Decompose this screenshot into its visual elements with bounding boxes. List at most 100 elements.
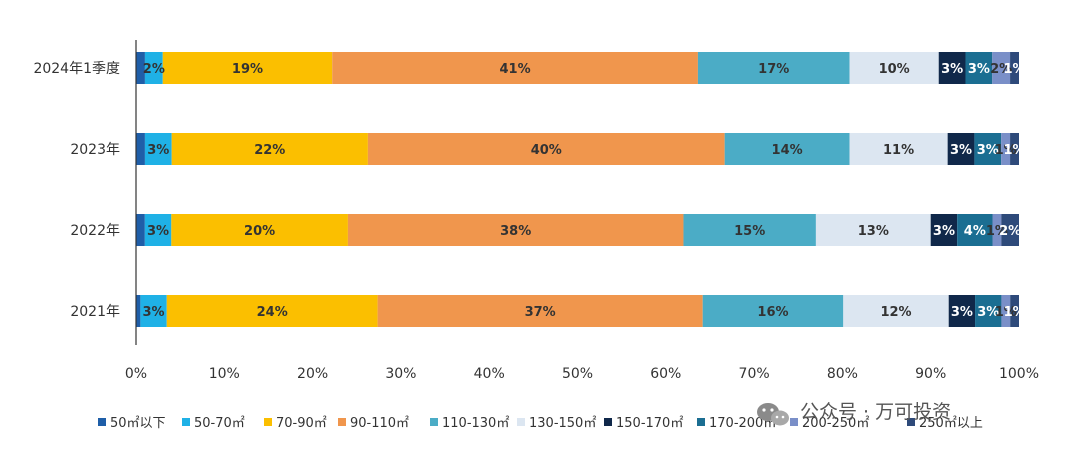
data-label: 40% bbox=[531, 143, 562, 158]
bar-segment bbox=[724, 133, 850, 165]
bar-segment bbox=[948, 295, 976, 327]
legend-swatch bbox=[697, 418, 705, 426]
legend-swatch bbox=[264, 418, 272, 426]
data-label: 19% bbox=[232, 62, 263, 77]
legend-label: 130-150㎡ bbox=[529, 416, 596, 431]
data-label: 1% bbox=[995, 143, 1017, 158]
legend-swatch bbox=[604, 418, 612, 426]
bar-segment bbox=[849, 52, 939, 84]
data-label: 2% bbox=[999, 224, 1021, 239]
x-tick-label: 70% bbox=[739, 366, 770, 382]
bar-segment bbox=[144, 52, 163, 84]
bar-segment bbox=[1010, 295, 1019, 327]
category-label: 2023年 bbox=[70, 142, 120, 158]
data-label: 24% bbox=[257, 305, 288, 320]
segment-labels: 2% 19% 41% 17% 10% 3% 3% 2%1%3% 22% 40% 14% 11% 3% 3%… bbox=[143, 62, 1026, 320]
watermark: 公众号 · 万可投资 bbox=[757, 401, 951, 426]
data-label: 3% bbox=[951, 305, 973, 320]
legend-swatch bbox=[182, 418, 190, 426]
legend-label: 150-170㎡ bbox=[616, 416, 683, 431]
bar-segment bbox=[992, 52, 1011, 84]
data-label: 3% bbox=[968, 62, 990, 77]
bar-segment bbox=[938, 52, 966, 84]
data-label: 13% bbox=[858, 224, 889, 239]
bar-segment bbox=[930, 214, 958, 246]
bar-segment bbox=[332, 52, 698, 84]
x-tick-label: 40% bbox=[474, 366, 505, 382]
legend-label: 50-70㎡ bbox=[194, 416, 245, 431]
bar-segment bbox=[136, 133, 145, 165]
bar-segment bbox=[992, 214, 1002, 246]
data-label: 12% bbox=[880, 305, 911, 320]
data-label: 1% bbox=[1004, 305, 1026, 320]
bar-segment bbox=[347, 214, 684, 246]
legend-swatch bbox=[338, 418, 346, 426]
data-label: 41% bbox=[500, 62, 531, 77]
axes: 2024年1季度 2023年 2022年 2021年 0% 10% 20% 30% 40% 50%… bbox=[33, 40, 1039, 382]
data-label: 10% bbox=[879, 62, 910, 77]
data-label: 3% bbox=[941, 62, 963, 77]
data-label: 1% bbox=[995, 305, 1017, 320]
bar-segment bbox=[166, 295, 378, 327]
data-label: 3% bbox=[950, 143, 972, 158]
bar-segment bbox=[377, 295, 703, 327]
data-label: 2% bbox=[990, 62, 1012, 77]
bar-segment bbox=[849, 133, 948, 165]
bar-segment bbox=[144, 214, 172, 246]
bar-segment bbox=[1001, 133, 1011, 165]
bar-segment bbox=[136, 214, 145, 246]
data-label: 3% bbox=[977, 305, 999, 320]
data-label: 15% bbox=[734, 224, 765, 239]
wechat-logo-icon bbox=[757, 403, 789, 426]
data-label: 1% bbox=[1004, 143, 1026, 158]
category-label: 2024年1季度 bbox=[33, 61, 120, 77]
data-label: 38% bbox=[500, 224, 531, 239]
x-tick-label: 20% bbox=[297, 366, 328, 382]
data-label: 1% bbox=[1004, 62, 1026, 77]
x-tick-label: 10% bbox=[209, 366, 240, 382]
bar-segment bbox=[144, 133, 172, 165]
legend-swatch bbox=[790, 418, 798, 426]
bar-segment bbox=[171, 133, 368, 165]
x-tick-label: 60% bbox=[650, 366, 681, 382]
data-label: 3% bbox=[143, 305, 165, 320]
legend-label: 250㎡以上 bbox=[919, 416, 983, 431]
x-tick-label: 30% bbox=[385, 366, 416, 382]
bar-segments bbox=[136, 52, 1019, 327]
legend-label: 170-200㎡ bbox=[709, 416, 776, 431]
bar-segment bbox=[1010, 52, 1019, 84]
x-tick-label: 80% bbox=[827, 366, 858, 382]
legend-swatch bbox=[517, 418, 525, 426]
bar-segment bbox=[162, 52, 333, 84]
bar-segment bbox=[975, 295, 1002, 327]
legend-swatch bbox=[98, 418, 106, 426]
legend-swatch bbox=[907, 418, 915, 426]
data-label: 11% bbox=[883, 143, 914, 158]
bar-segment bbox=[136, 295, 141, 327]
data-label: 3% bbox=[147, 224, 169, 239]
data-label: 14% bbox=[772, 143, 803, 158]
bar-segment bbox=[1010, 133, 1019, 165]
legend-label: 110-130㎡ bbox=[442, 416, 509, 431]
legend-label: 200-250㎡ bbox=[802, 416, 869, 431]
x-tick-label: 0% bbox=[125, 366, 147, 382]
watermark-text: 公众号 · 万可投资 bbox=[800, 401, 951, 423]
data-label: 3% bbox=[147, 143, 169, 158]
data-label: 3% bbox=[933, 224, 955, 239]
bar-segment bbox=[843, 295, 949, 327]
legend-swatch bbox=[430, 418, 438, 426]
legend: 50㎡以下 50-70㎡ 70-90㎡ 90-110㎡ 110-130㎡ 130-150㎡… bbox=[98, 416, 983, 431]
bar-segment bbox=[957, 214, 993, 246]
bar-segment bbox=[136, 52, 145, 84]
bar-segment bbox=[1001, 295, 1011, 327]
bar-segment bbox=[683, 214, 816, 246]
bar-segment bbox=[965, 52, 993, 84]
x-tick-label: 90% bbox=[915, 366, 946, 382]
data-label: 16% bbox=[757, 305, 788, 320]
legend-label: 90-110㎡ bbox=[350, 416, 409, 431]
data-label: 22% bbox=[254, 143, 285, 158]
bar-segment bbox=[140, 295, 167, 327]
bar-segment bbox=[367, 133, 725, 165]
